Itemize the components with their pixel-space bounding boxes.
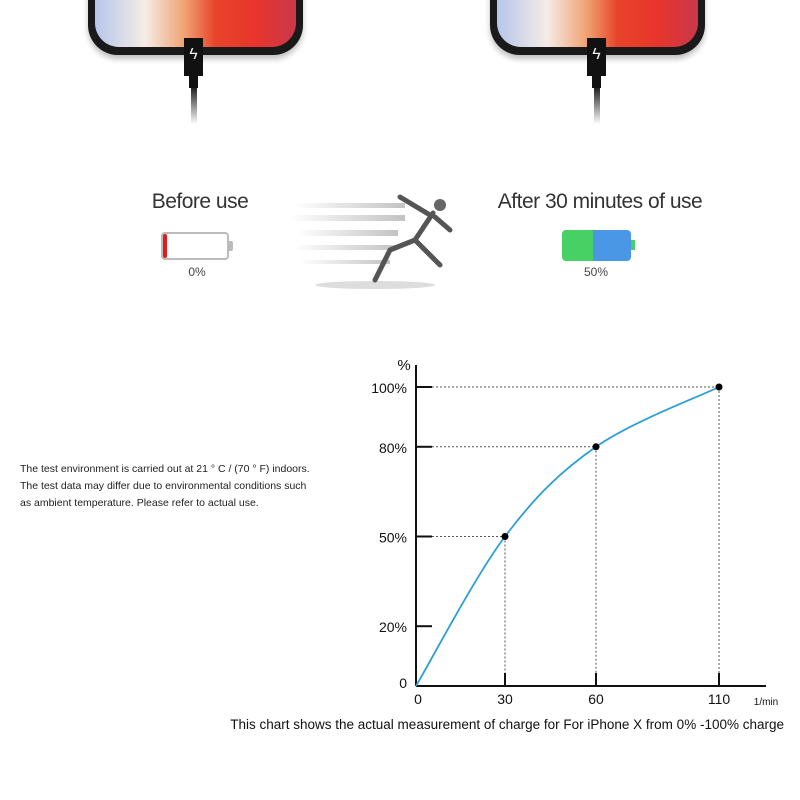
note-line: The test data may differ due to environm… xyxy=(20,480,307,492)
x-tick-label: 30 xyxy=(497,691,513,707)
data-point xyxy=(501,533,509,540)
lightning-bolt-icon: ϟ xyxy=(592,46,601,63)
connector-neck xyxy=(189,76,198,88)
charge-curve xyxy=(415,386,720,687)
battery-nub xyxy=(631,240,635,250)
chart-caption: This chart shows the actual measurement … xyxy=(230,717,784,732)
before-percent: 0% xyxy=(188,265,206,279)
y-tick-label: 100% xyxy=(371,380,407,396)
lightning-bolt-icon: ϟ xyxy=(189,46,198,63)
y-tick-label: 0 xyxy=(399,675,407,691)
x-tick-label: 60 xyxy=(588,691,604,707)
y-tick-label: 20% xyxy=(379,619,407,635)
test-environment-note: The test environment is carried out at 2… xyxy=(20,461,310,512)
note-line: The test environment is carried out at 2… xyxy=(20,463,310,475)
y-axis-label: % xyxy=(397,357,410,374)
battery-nub xyxy=(229,241,233,251)
cable-left xyxy=(191,88,197,124)
phone-image-left xyxy=(88,0,303,55)
lightning-connector-left: ϟ xyxy=(184,38,203,76)
battery-half-icon xyxy=(562,230,631,261)
note-line: as ambient temperature. Please refer to … xyxy=(20,497,259,509)
x-axis-label: 1/min xyxy=(754,697,778,708)
x-tick-label: 110 xyxy=(708,691,731,707)
connector-neck xyxy=(592,76,601,88)
y-tick-label: 80% xyxy=(379,440,407,456)
runner-icon xyxy=(290,194,453,289)
after-label: After 30 minutes of use xyxy=(497,190,703,213)
after-percent: 50% xyxy=(583,265,609,279)
x-tick-label: 0 xyxy=(414,691,422,707)
data-point xyxy=(592,443,600,451)
y-tick-label: 50% xyxy=(379,530,407,546)
lightning-connector-right: ϟ xyxy=(587,38,606,76)
battery-empty-icon xyxy=(161,232,229,260)
cable-right xyxy=(594,88,600,124)
data-point xyxy=(715,383,723,391)
before-label: Before use xyxy=(151,190,249,213)
